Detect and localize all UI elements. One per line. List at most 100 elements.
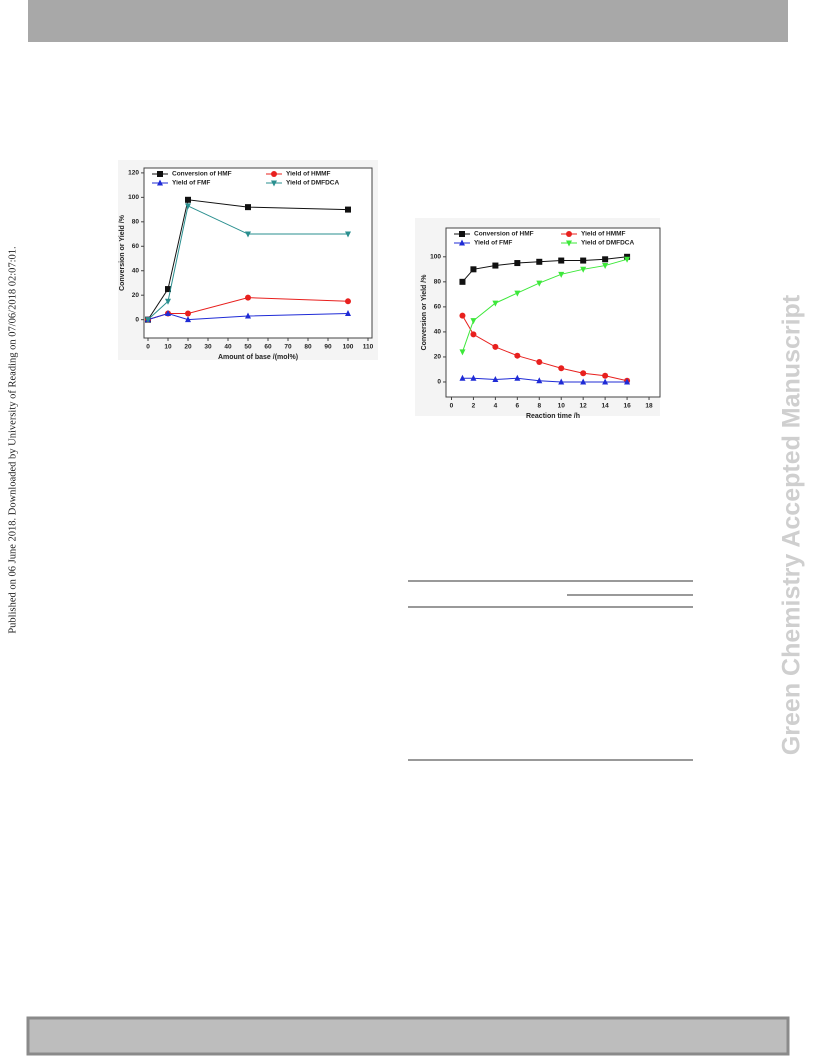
x-tick-label: 0: [450, 403, 454, 410]
x-axis-label: Amount of base /(mol%): [218, 354, 298, 361]
y-axis-label: Conversion or Yield /%: [119, 214, 126, 291]
data-point: [492, 343, 499, 350]
data-point: [580, 257, 587, 264]
legend-marker: [566, 231, 572, 237]
y-tick-label: 80: [434, 279, 442, 286]
data-point: [165, 298, 171, 305]
y-tick-label: 100: [430, 254, 441, 261]
legend-label: Conversion of HMF: [474, 231, 534, 238]
x-tick-label: 70: [284, 344, 292, 351]
x-tick-label: 10: [164, 344, 172, 351]
data-point: [245, 294, 251, 301]
legend-marker: [157, 171, 163, 177]
header-bar: [28, 0, 788, 42]
data-point: [514, 352, 521, 359]
data-point: [185, 203, 191, 210]
data-point: [624, 253, 631, 260]
data-point: [514, 290, 521, 297]
data-point: [514, 374, 521, 381]
data-point: [558, 271, 565, 278]
legend-label: Yield of HMMF: [581, 231, 626, 238]
data-point: [245, 231, 251, 238]
data-point: [492, 375, 499, 382]
x-tick-label: 16: [623, 403, 631, 410]
legend-label: Yield of FMF: [172, 180, 210, 187]
data-point: [165, 286, 171, 293]
y-tick-label: 40: [132, 267, 140, 274]
x-tick-label: 60: [264, 344, 272, 351]
y-tick-label: 80: [132, 219, 140, 226]
data-point: [536, 280, 543, 287]
y-tick-label: 120: [128, 170, 139, 177]
data-point: [459, 312, 466, 319]
y-tick-label: 40: [434, 329, 442, 336]
data-point: [558, 257, 565, 264]
x-tick-label: 50: [244, 344, 252, 351]
data-point: [536, 358, 543, 365]
legend-marker: [157, 179, 163, 186]
y-tick-label: 60: [434, 304, 442, 311]
legend-label: Yield of FMF: [474, 240, 512, 247]
y-axis-label: Conversion or Yield /%: [421, 274, 428, 351]
data-point: [492, 262, 499, 269]
legend-marker: [271, 171, 277, 177]
data-point: [536, 258, 543, 265]
x-tick-label: 30: [204, 344, 212, 351]
x-axis-label: Reaction time /h: [526, 413, 580, 420]
data-point: [624, 256, 631, 263]
data-point: [245, 312, 251, 319]
data-point: [602, 378, 609, 385]
data-point: [165, 310, 171, 317]
x-tick-label: 20: [184, 344, 192, 351]
y-tick-label: 0: [135, 316, 139, 323]
data-point: [492, 300, 499, 307]
x-tick-label: 10: [558, 403, 566, 410]
x-tick-label: 6: [516, 403, 520, 410]
legend-label: Yield of DMFDCA: [581, 240, 635, 247]
plot-area: [143, 167, 373, 339]
x-tick-label: 4: [494, 403, 498, 410]
data-point: [345, 298, 351, 305]
data-point: [580, 378, 587, 385]
data-point: [514, 260, 521, 267]
y-tick-label: 20: [132, 292, 140, 299]
x-tick-label: 12: [580, 403, 588, 410]
data-point: [470, 374, 477, 381]
legend-marker: [271, 180, 277, 187]
data-point: [345, 310, 351, 317]
data-point: [580, 370, 587, 377]
legend-marker: [566, 240, 572, 247]
data-point: [602, 372, 609, 379]
data-point: [345, 206, 351, 213]
data-point: [470, 331, 477, 338]
x-tick-label: 80: [304, 344, 312, 351]
data-point: [245, 204, 251, 211]
x-tick-label: 110: [363, 344, 374, 351]
data-point: [185, 310, 191, 317]
data-point: [459, 278, 466, 285]
x-tick-label: 90: [324, 344, 332, 351]
x-tick-label: 100: [343, 344, 354, 351]
legend-marker: [459, 239, 465, 246]
x-tick-label: 2: [472, 403, 476, 410]
x-tick-label: 8: [537, 403, 541, 410]
data-point: [345, 231, 351, 238]
data-point: [580, 266, 587, 273]
plot-area: [445, 227, 661, 398]
watermark: Green Chemistry Accepted Manuscript: [778, 294, 806, 755]
data-point: [536, 377, 543, 384]
data-point: [470, 318, 477, 325]
data-point: [558, 365, 565, 372]
data-point: [624, 378, 631, 385]
data-point: [558, 378, 565, 385]
x-tick-label: 40: [224, 344, 232, 351]
legend-marker: [459, 231, 465, 237]
y-tick-label: 60: [132, 243, 140, 250]
data-point: [185, 316, 191, 323]
y-tick-label: 0: [437, 379, 441, 386]
legend-label: Yield of DMFDCA: [286, 180, 340, 187]
x-tick-label: 18: [645, 403, 653, 410]
footer-bar: [26, 1016, 790, 1056]
data-point: [602, 256, 609, 263]
